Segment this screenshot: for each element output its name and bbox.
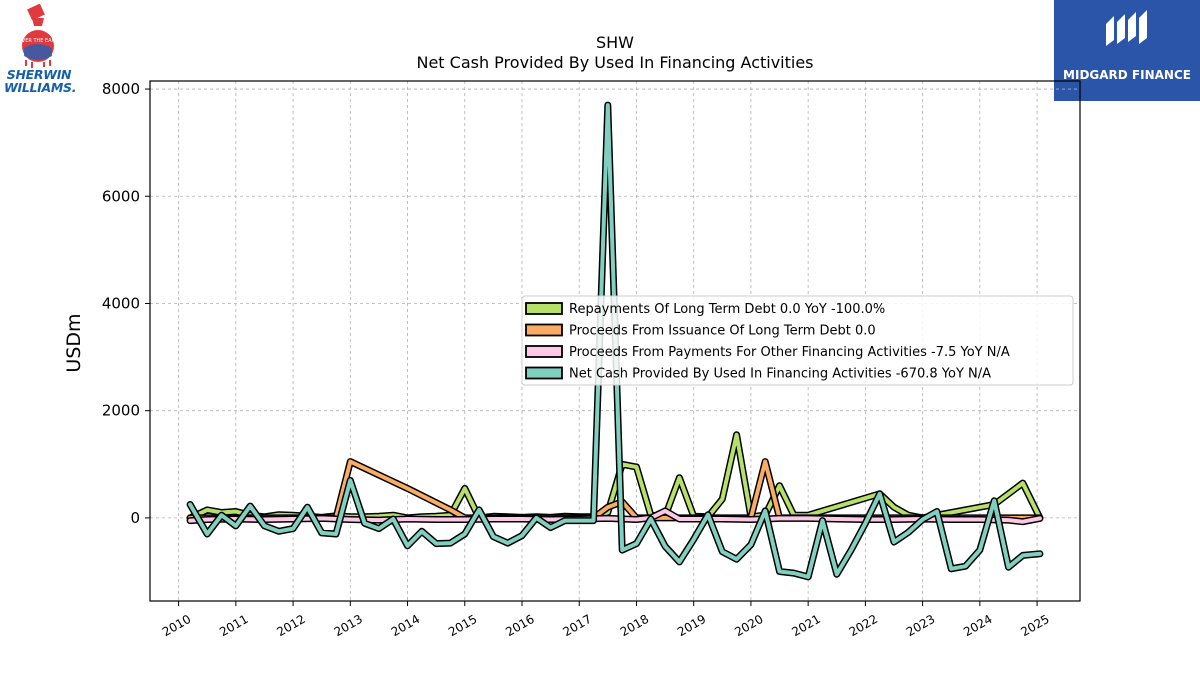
cover-the-earth-logo-icon: COVER THE EARTH <box>14 3 62 68</box>
y-axis-label: USDm <box>63 313 85 372</box>
legend-label-1: Repayments Of Long Term Debt 0.0 YoY -10… <box>569 302 885 317</box>
y-tick-label-2000: 2000 <box>102 402 140 420</box>
x-tick-label-2024: 2024 <box>961 612 994 639</box>
logo-tagline-text: COVER THE EARTH <box>14 38 61 44</box>
x-tick-label-2015: 2015 <box>446 612 479 639</box>
wordmark-line-2: WILLIAMS. <box>4 80 77 95</box>
x-tick-label-2010: 2010 <box>160 612 193 639</box>
x-tick-label-2011: 2011 <box>217 612 250 639</box>
plot-area-frame <box>149 80 1081 602</box>
x-tick-label-2020: 2020 <box>732 612 765 639</box>
x-tick-label-2013: 2013 <box>332 612 365 639</box>
legend-swatch-3 <box>525 345 563 358</box>
legend-swatch-1 <box>525 302 563 315</box>
y-tick-label-0: 0 <box>130 509 140 527</box>
legend-swatch-4 <box>525 366 563 380</box>
x-tick-label-2018: 2018 <box>618 612 651 639</box>
y-tick-label-8000: 8000 <box>102 80 140 98</box>
x-tick-label-2016: 2016 <box>503 612 536 639</box>
sherwin-williams-logo: COVER THE EARTH SHERWIN WILLIAMS. <box>4 3 77 104</box>
midgard-finance-logo: MIDGARD FINANCE <box>1054 0 1200 101</box>
x-tick-label-2012: 2012 <box>274 612 307 639</box>
x-tick-label-2019: 2019 <box>675 612 708 639</box>
sherwin-williams-wordmark: SHERWIN WILLIAMS. <box>4 67 77 95</box>
wordmark-line-1: SHERWIN <box>6 67 72 82</box>
x-tick-label-2017: 2017 <box>561 612 594 639</box>
midgard-finance-name: MIDGARD FINANCE <box>1063 68 1191 82</box>
y-tick-label-4000: 4000 <box>102 294 140 312</box>
legend-box <box>521 295 1074 386</box>
legend-label-3: Proceeds From Payments For Other Financi… <box>569 345 1010 360</box>
legend-swatch-2 <box>525 323 563 337</box>
midgard-m-icon <box>1106 10 1147 46</box>
legend-label-2: Proceeds From Issuance Of Long Term Debt… <box>569 324 876 339</box>
chart-subtitle: Net Cash Provided By Used In Financing A… <box>416 53 813 72</box>
x-tick-label-2023: 2023 <box>904 612 937 639</box>
x-tick-label-2025: 2025 <box>1018 612 1051 639</box>
x-tick-label-2021: 2021 <box>789 612 822 639</box>
x-tick-label-2022: 2022 <box>847 612 880 639</box>
legend-label-4: Net Cash Provided By Used In Financing A… <box>569 367 991 382</box>
chart-title: SHW <box>596 33 634 52</box>
x-tick-label-2014: 2014 <box>389 612 422 639</box>
legend: Repayments Of Long Term Debt 0.0 YoY -10… <box>521 295 1074 386</box>
y-tick-label-6000: 6000 <box>102 187 140 205</box>
series-3-line <box>188 508 1042 524</box>
